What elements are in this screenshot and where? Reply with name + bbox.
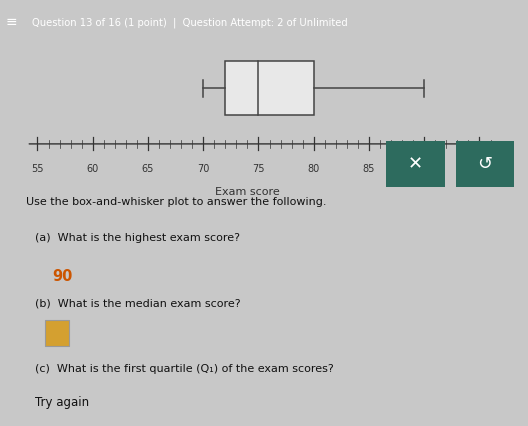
Bar — [386, 141, 445, 187]
Text: Question 13 of 16 (1 point)  |  Question Attempt: 2 of Unlimited: Question 13 of 16 (1 point) | Question A… — [32, 17, 347, 28]
Text: 55: 55 — [31, 164, 44, 174]
Text: (c)  What is the first quartile (Q₁) of the exam scores?: (c) What is the first quartile (Q₁) of t… — [35, 364, 334, 374]
Text: 75: 75 — [252, 164, 265, 174]
Text: 95: 95 — [473, 164, 486, 174]
Text: 70: 70 — [197, 164, 210, 174]
Text: 65: 65 — [142, 164, 154, 174]
Text: Exam score: Exam score — [215, 187, 280, 197]
FancyBboxPatch shape — [45, 320, 69, 346]
Text: 60: 60 — [87, 164, 99, 174]
Text: (a)  What is the highest exam score?: (a) What is the highest exam score? — [35, 233, 240, 243]
Text: 80: 80 — [308, 164, 320, 174]
Text: ↺: ↺ — [477, 155, 493, 173]
Text: Use the box-and-whisker plot to answer the following.: Use the box-and-whisker plot to answer t… — [26, 197, 327, 207]
Bar — [456, 141, 514, 187]
Bar — [225, 61, 314, 115]
Text: ✕: ✕ — [408, 155, 423, 173]
Text: Try again: Try again — [35, 397, 89, 409]
Text: ≡: ≡ — [5, 15, 17, 29]
Text: 85: 85 — [363, 164, 375, 174]
Text: 90: 90 — [418, 164, 430, 174]
Text: 90: 90 — [52, 269, 72, 284]
Text: (b)  What is the median exam score?: (b) What is the median exam score? — [35, 299, 240, 308]
